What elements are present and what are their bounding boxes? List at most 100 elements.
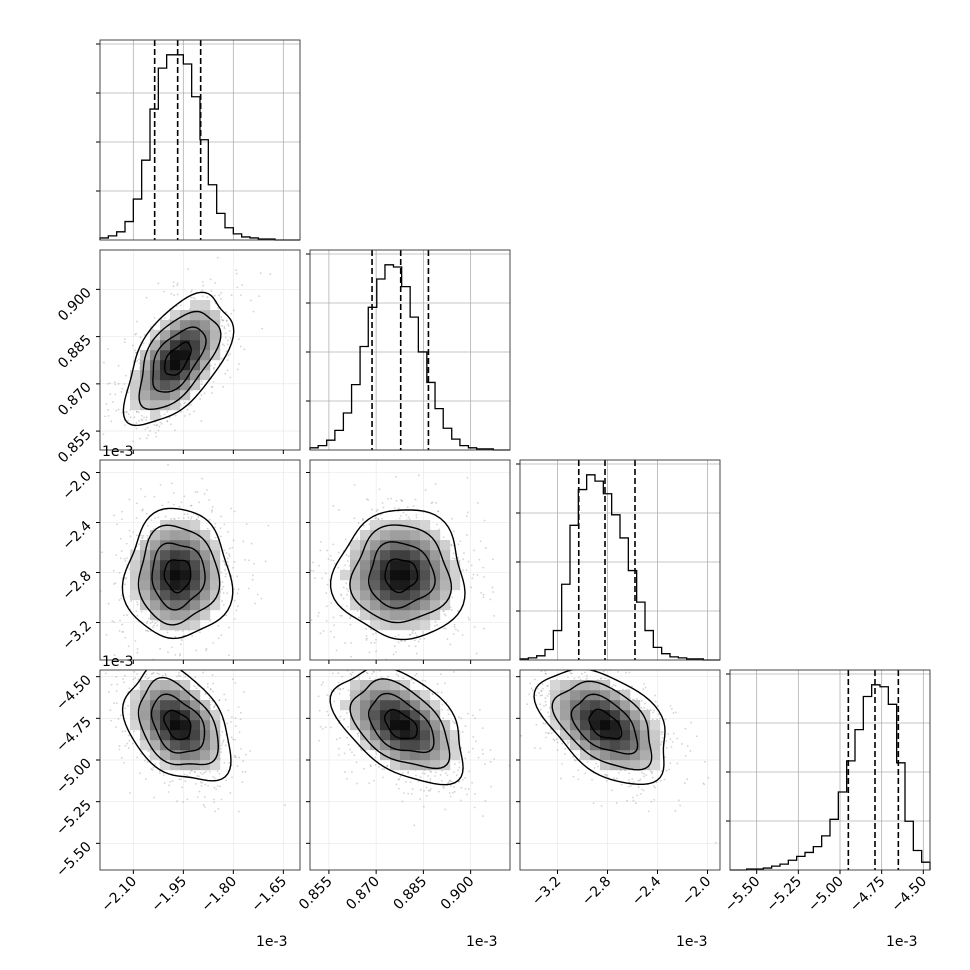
scatter-point	[164, 317, 166, 319]
scatter-point	[132, 440, 134, 443]
scatter-point	[208, 499, 211, 501]
scatter-point	[269, 273, 272, 275]
density-cell	[160, 550, 171, 561]
scatter-point	[368, 782, 371, 785]
scatter-point	[442, 785, 445, 788]
scatter-point	[312, 570, 315, 572]
scatter-point	[457, 629, 460, 632]
scatter-point	[435, 502, 437, 504]
density-cell	[150, 710, 161, 721]
scatter-point	[381, 517, 384, 520]
scatter-point	[214, 810, 217, 813]
scatter-point	[188, 772, 191, 774]
scatter-point	[119, 714, 122, 717]
scatter-point	[374, 664, 376, 666]
density-cell	[430, 530, 441, 541]
scatter-point	[482, 815, 484, 817]
density-cell	[190, 750, 201, 761]
scatter-point	[375, 750, 377, 753]
scatter-point	[194, 771, 196, 774]
scatter-point	[121, 631, 124, 633]
scatter-point	[349, 658, 351, 660]
scatter-point	[325, 620, 328, 622]
scatter-point	[321, 577, 323, 580]
scatter-point	[154, 431, 157, 434]
scatter-point	[183, 415, 186, 417]
contour-line	[329, 509, 466, 641]
scatter-point	[172, 281, 175, 284]
scatter-point	[125, 542, 128, 545]
scatter-point	[386, 765, 389, 768]
scatter-point	[337, 566, 340, 569]
scatter-point	[134, 349, 136, 352]
density-cell	[410, 550, 421, 561]
scatter-point	[139, 488, 142, 490]
scatter-point	[480, 591, 483, 594]
scatter-point	[201, 781, 204, 784]
scatter-point	[178, 517, 180, 519]
histogram-panel-4	[726, 669, 931, 871]
scatter-point	[228, 626, 230, 629]
scatter-point	[421, 631, 424, 633]
scatter-point	[219, 535, 222, 538]
scatter-point	[143, 759, 146, 762]
scatter-point	[200, 393, 203, 396]
scatter-point	[186, 408, 189, 411]
scatter-point	[349, 623, 352, 626]
scatter-point	[166, 410, 169, 413]
density-cell	[140, 710, 151, 721]
scatter-point	[183, 402, 186, 405]
density-cell	[390, 620, 401, 631]
density-cell	[130, 570, 141, 581]
scatter-point	[119, 557, 122, 560]
scatter-point	[212, 775, 215, 778]
contour-line	[137, 676, 219, 766]
scatter-point	[377, 518, 380, 520]
scatter-point	[373, 671, 375, 673]
density-cell	[200, 600, 211, 611]
scatter-point	[462, 558, 465, 561]
scatter-point	[148, 617, 150, 620]
scatter-point	[102, 361, 105, 364]
scatter-point	[209, 278, 212, 281]
density-cell	[210, 590, 221, 601]
scatter-point	[261, 327, 264, 330]
scatter-point	[421, 679, 424, 682]
scatter-point	[230, 507, 232, 510]
scatter-point	[458, 766, 461, 769]
panel-frame	[99, 249, 301, 451]
scatter-point	[146, 629, 148, 632]
scatter-point	[212, 690, 214, 693]
scatter-point	[235, 272, 238, 275]
density-cell	[420, 600, 431, 611]
scatter-point	[222, 560, 224, 563]
scatter-point	[118, 599, 121, 601]
scatter-point	[467, 712, 469, 715]
density-cell	[370, 520, 381, 531]
scatter-point	[124, 374, 127, 377]
density-cell	[180, 520, 191, 531]
scatter-point	[448, 780, 451, 782]
scatter-point	[431, 692, 434, 695]
scatter-point	[251, 578, 254, 581]
scatter-point	[345, 582, 348, 585]
scatter-point	[352, 666, 354, 668]
scatter-point	[462, 779, 464, 781]
scatter-point	[179, 654, 181, 657]
scatter-point	[241, 284, 244, 286]
scatter-point	[449, 779, 452, 782]
scatter-point	[96, 669, 98, 671]
scatter-point	[395, 673, 398, 676]
scatter-point	[491, 586, 494, 589]
scatter-point	[124, 744, 127, 747]
scatter-point	[338, 754, 340, 756]
scatter-point	[153, 317, 156, 319]
scatter-point	[398, 778, 400, 780]
scatter-point	[422, 805, 425, 808]
scatter-point	[460, 747, 463, 750]
density-cell	[170, 560, 181, 571]
scatter-point	[147, 750, 149, 752]
scatter-point	[434, 624, 436, 627]
scatter-point	[149, 630, 152, 633]
scatter-point	[159, 421, 162, 424]
